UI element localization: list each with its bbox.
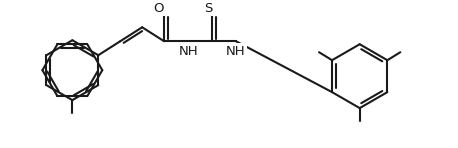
Text: O: O	[153, 2, 164, 15]
Text: NH: NH	[178, 45, 198, 58]
Text: S: S	[204, 2, 212, 15]
Text: NH: NH	[226, 45, 246, 58]
